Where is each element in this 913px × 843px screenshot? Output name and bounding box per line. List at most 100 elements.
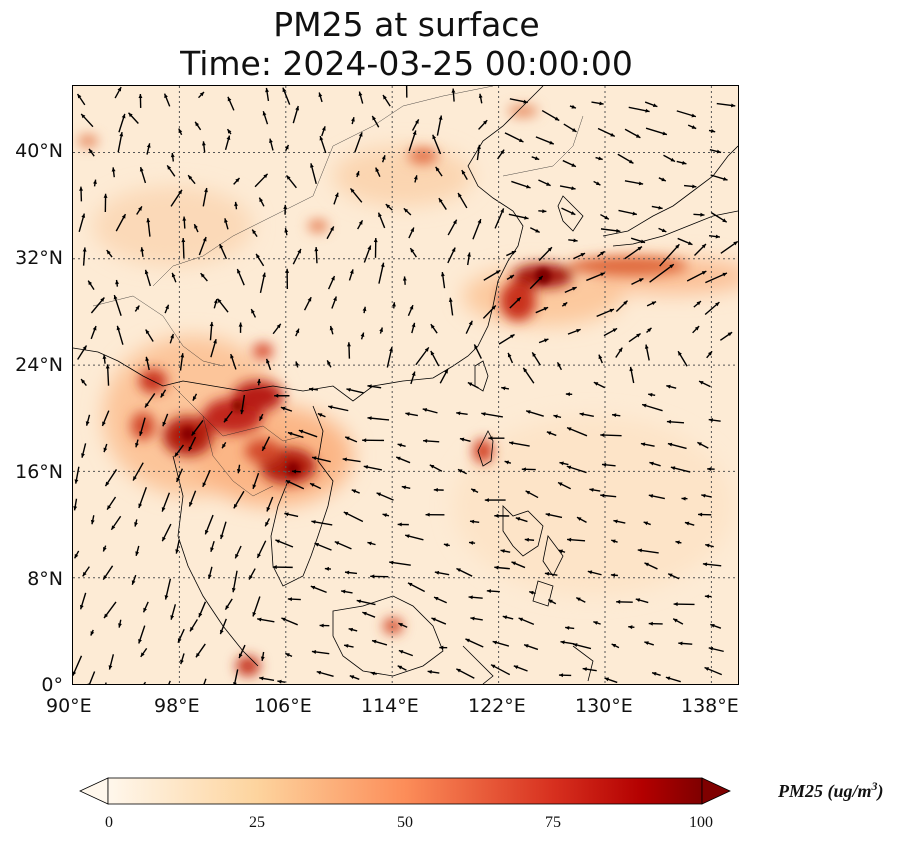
- wind-arrow-head: [224, 218, 228, 223]
- wind-arrow-head: [274, 393, 279, 398]
- colorbar-min-extend: [79, 777, 109, 805]
- wind-arrow-head: [678, 641, 683, 646]
- wind-arrow-head: [682, 160, 687, 165]
- wind-arrow-head: [699, 381, 704, 385]
- wind-arrow-head: [372, 639, 377, 644]
- wind-arrow-head: [483, 120, 488, 125]
- wind-arrow-head: [392, 302, 396, 307]
- wind-arrow-head: [138, 206, 142, 211]
- wind-arrow-head: [88, 280, 93, 286]
- wind-arrow-head: [181, 238, 186, 243]
- wind-arrow-head: [458, 193, 462, 198]
- wind-arrow-head: [424, 347, 429, 352]
- wind-arrow-head: [257, 617, 262, 622]
- wind-arrow-head: [559, 461, 564, 466]
- wind-arrow-head: [138, 639, 142, 644]
- wind-arrow-head: [116, 325, 121, 331]
- wind-arrow-head: [314, 542, 320, 547]
- wind-arrow-head: [199, 91, 204, 97]
- wind-arrow-head: [262, 446, 266, 451]
- wind-arrow-head: [632, 211, 637, 216]
- wind-arrow-head: [331, 276, 335, 281]
- wind-arrow-head: [372, 115, 377, 121]
- wind-arrow-head: [74, 479, 79, 484]
- gridlines: [73, 86, 738, 684]
- wind-arrow-head: [560, 640, 565, 645]
- wind-arrow-head: [670, 157, 675, 162]
- wind-arrow-head: [601, 462, 607, 467]
- wind-arrow-head: [188, 175, 193, 180]
- colorbar: [79, 777, 731, 805]
- wind-arrow-head: [373, 238, 378, 243]
- wind-arrow-head: [310, 585, 316, 590]
- wind-arrow-head: [405, 534, 410, 539]
- wind-arrow-head: [146, 143, 151, 148]
- wind-arrow-head: [284, 228, 289, 233]
- wind-arrow-head: [542, 209, 547, 214]
- wind-arrow-head: [427, 669, 432, 674]
- wind-arrow-head: [710, 623, 715, 628]
- colorbar-max-extend: [701, 777, 731, 805]
- wind-arrow-head: [523, 99, 528, 104]
- wind-arrow-head: [544, 571, 550, 576]
- wind-arrow-head: [378, 212, 382, 218]
- wind-arrow-head: [235, 553, 239, 559]
- wind-arrow-head: [451, 88, 456, 93]
- wind-arrow-shaft: [203, 678, 207, 684]
- wind-arrow-head: [389, 560, 394, 565]
- wind-arrow-head: [285, 480, 291, 484]
- wind-arrow-head: [704, 667, 710, 671]
- wind-arrow-head: [108, 665, 113, 670]
- wind-arrow-head: [708, 646, 714, 651]
- wind-arrow-head: [707, 467, 712, 472]
- wind-arrow-head: [144, 403, 149, 408]
- wind-arrow-head: [103, 193, 108, 198]
- wind-arrow-head: [177, 638, 182, 643]
- wind-arrow-head: [249, 575, 253, 580]
- wind-arrow-head: [702, 562, 708, 567]
- wind-arrow-head: [515, 517, 521, 521]
- wind-arrow-head: [629, 366, 634, 372]
- wind-arrow-head: [612, 328, 618, 333]
- wind-arrow-head: [333, 296, 337, 301]
- wind-arrow-head: [330, 226, 334, 231]
- wind-arrow-head: [104, 613, 109, 619]
- colorbar-tick-75: 75: [545, 814, 561, 831]
- wind-arrow-head: [413, 175, 418, 180]
- wind-arrow-head: [230, 354, 234, 359]
- wind-arrow-head: [589, 488, 594, 492]
- wind-arrow-head: [85, 421, 90, 426]
- wind-arrow-head: [370, 574, 375, 579]
- wind-arrow-head: [111, 167, 116, 172]
- wind-arrow-shaft: [649, 263, 675, 283]
- wind-arrow-head: [410, 248, 415, 253]
- wind-arrow-head: [318, 92, 323, 97]
- wind-arrow-head: [198, 612, 203, 618]
- wind-arrow-head: [609, 308, 615, 313]
- wind-arrow-head: [469, 541, 474, 545]
- wind-arrow-head: [236, 468, 241, 474]
- wind-arrow-head: [444, 369, 448, 374]
- wind-arrow-head: [697, 442, 702, 446]
- colorbar-gradient: [107, 777, 703, 805]
- wind-arrow-head: [105, 364, 110, 369]
- wind-arrow-head: [118, 623, 122, 628]
- lon-tick-138: 138°E: [681, 695, 739, 717]
- wind-arrow-head: [687, 241, 693, 245]
- wind-arrow-head: [200, 273, 205, 278]
- wind-arrow-head: [576, 517, 582, 521]
- wind-arrow-head: [319, 623, 324, 628]
- wind-arrow-head: [328, 405, 333, 410]
- wind-arrow-head: [111, 525, 116, 530]
- wind-arrow-head: [164, 595, 169, 600]
- wind-arrow-head: [311, 520, 316, 524]
- wind-arrow-head: [233, 503, 238, 509]
- wind-arrow-head: [82, 247, 87, 252]
- wind-arrow-head: [576, 328, 581, 333]
- wind-arrow-head: [410, 227, 414, 232]
- wind-arrow-head: [238, 322, 243, 327]
- wind-arrow-head: [430, 324, 435, 329]
- wind-arrow-head: [422, 408, 428, 412]
- wind-arrow-head: [81, 213, 86, 218]
- wind-arrow-head: [573, 238, 578, 243]
